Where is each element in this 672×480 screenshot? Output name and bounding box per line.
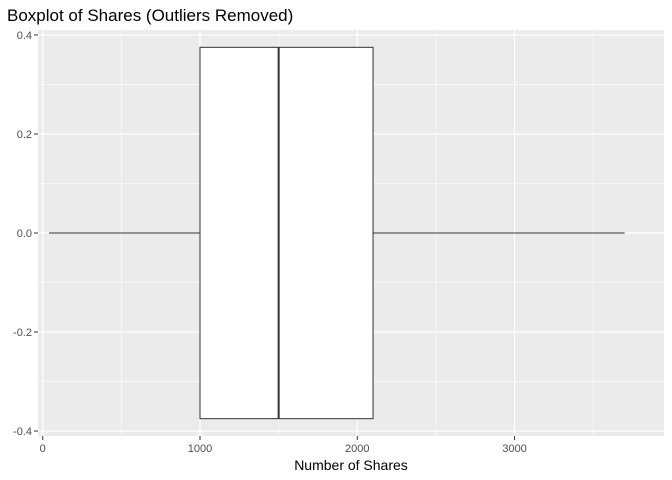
boxplot-marks [49,46,625,420]
x-tick-label: 2000 [345,443,369,455]
x-tick-label: 0 [40,443,46,455]
y-tick-label: 0.0 [17,228,32,240]
chart-title: Boxplot of Shares (Outliers Removed) [7,6,294,25]
x-axis-title: Number of Shares [294,457,408,473]
x-tick-label: 3000 [502,443,526,455]
y-tick-label: 0.2 [17,129,32,141]
y-tick-label: 0.4 [17,30,32,42]
interquartile-box [199,46,374,420]
y-axis: -0.4 -0.2 0.0 0.2 0.4 [13,30,38,438]
y-tick-label: -0.4 [13,426,32,438]
x-tick-label: 1000 [188,443,212,455]
y-tick-label: -0.2 [13,327,32,339]
x-axis: 0 1000 2000 3000 [40,436,527,455]
